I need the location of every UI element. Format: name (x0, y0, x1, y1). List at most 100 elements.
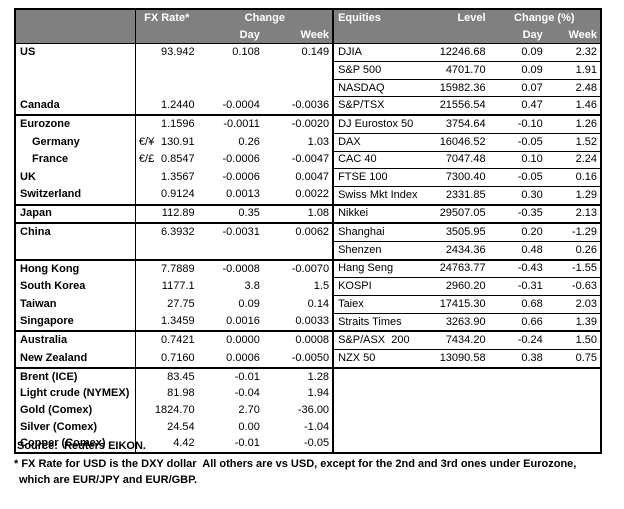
equity-level-cell: 7300.40 (436, 168, 489, 187)
equity-name-cell: NASDAQ (332, 79, 437, 98)
table-row: S&P 500 4701.70 0.09 1.91 (15, 61, 601, 80)
fx-day-change-cell: 0.0016 (226, 315, 260, 328)
country-cell: Eurozone (15, 114, 136, 134)
equity-day-change-cell: -0.35 (488, 203, 546, 224)
header-fx-change-label: Change (197, 9, 334, 27)
fx-day-change-cell: -0.01 (197, 366, 263, 386)
fx-week-change-cell: 0.0008 (262, 330, 334, 350)
fx-day-change-cell: 0.35 (197, 203, 263, 224)
country-cell: Canada (15, 96, 136, 116)
currency-pair-label: €/£ (138, 153, 155, 166)
equity-day-change-cell (489, 419, 546, 436)
equity-name-cell: S&P/ASX 200 (332, 330, 437, 351)
equity-week-change-cell: 2.13 (545, 203, 601, 224)
fx-rate-cell: 1.3459 (160, 315, 195, 328)
footnote-line-2: which are EUR/JPY and EUR/GBP. (19, 474, 198, 486)
equity-week-change-cell: -0.63 (545, 277, 601, 296)
equity-level-cell: 16046.52 (436, 133, 489, 152)
fx-rate-cell (135, 79, 197, 97)
table-body: US 93.942 0.108 0.149 DJIA 12246.68 0.09 2.32 S&… (15, 43, 601, 454)
fx-week-change-cell: 0.14 (307, 297, 330, 310)
market-data-table: FX Rate* Change Equities Level Change (%… (14, 8, 602, 455)
equity-day-change-cell: 0.48 (488, 241, 546, 261)
equity-name-cell (332, 402, 437, 419)
equity-week-change-cell: -1.55 (545, 258, 601, 279)
country-cell: Hong Kong (15, 258, 136, 278)
source-note: Source: Reuters EIKON. (17, 440, 146, 452)
equity-week-change-cell: 1.46 (545, 96, 601, 116)
equity-level-cell: 3263.90 (436, 313, 489, 332)
country-cell: Gold (Comex) (15, 402, 136, 419)
fx-rate-cell: 1.3567 (160, 171, 195, 184)
country-cell: Germany (15, 133, 136, 151)
equity-day-change-cell: 0.20 (488, 222, 546, 242)
header-fx-day-label: Day (197, 26, 263, 45)
fx-rate-cell: 27.75 (167, 297, 195, 310)
country-cell: Singapore (15, 313, 136, 332)
country-cell (15, 241, 136, 260)
equity-week-change-cell: 1.29 (545, 186, 601, 206)
fx-week-change-cell: -36.00 (297, 403, 330, 416)
equity-week-change-cell (546, 419, 601, 436)
equity-name-cell (332, 366, 437, 386)
header-equities-day-label: Day (488, 26, 546, 45)
table-row: New Zealand 0.7160 0.0006 -0.0050 NZX 50 1309… (15, 349, 601, 369)
fx-day-change-cell: 0.108 (232, 46, 260, 59)
equity-level-cell: 24763.77 (436, 258, 489, 279)
equity-day-change-cell: 0.09 (488, 43, 546, 63)
fx-rate-cell (135, 241, 197, 259)
fx-week-change-cell (263, 79, 333, 97)
equity-week-change-cell: 1.50 (545, 330, 601, 351)
header-empty-cell (15, 26, 136, 45)
country-cell: France (15, 151, 136, 169)
fx-day-change-cell (198, 79, 263, 97)
equity-name-cell (332, 435, 437, 454)
equity-day-change-cell (489, 402, 546, 419)
table-row: Germany €/¥ 130.91 0.26 1.03 DAX 16046.52 -0.05… (15, 133, 601, 152)
fx-day-change-cell: 0.00 (238, 420, 260, 433)
fx-week-change-cell: 1.5 (313, 280, 330, 293)
equity-week-change-cell: 2.24 (545, 151, 601, 170)
equity-week-change-cell: 2.48 (545, 79, 601, 98)
equity-name-cell: CAC 40 (332, 151, 437, 170)
equity-name-cell: S&P 500 (332, 61, 437, 80)
fx-week-change-cell: 0.0033 (295, 315, 330, 328)
equity-week-change-cell: 0.26 (545, 241, 601, 261)
equity-name-cell: DAX (332, 133, 437, 152)
equity-level-cell: 3754.64 (436, 114, 489, 134)
equity-day-change-cell: 0.38 (488, 349, 546, 369)
country-cell: China (15, 222, 136, 242)
equity-level-cell: 29507.05 (436, 203, 489, 224)
equity-level-cell: 2331.85 (436, 186, 489, 206)
equity-name-cell: Shenzen (332, 241, 437, 261)
equity-week-change-cell (546, 436, 601, 454)
country-cell: Australia (15, 330, 136, 350)
header-equities-week-label: Week (545, 26, 601, 45)
table-header: FX Rate* Change Equities Level Change (%… (15, 9, 601, 45)
fx-rate-cell: 7.7889 (135, 258, 198, 278)
equity-week-change-cell: 1.39 (545, 313, 601, 332)
table-row: China 6.3932 -0.0031 0.0062 Shanghai 3505.95 0… (15, 222, 601, 242)
equity-day-change-cell: 0.10 (488, 151, 546, 170)
equity-week-change-cell (546, 385, 601, 402)
fx-week-change-cell: -1.04 (303, 420, 330, 433)
fx-day-change-cell: 0.09 (238, 297, 260, 310)
equity-name-cell (332, 385, 437, 403)
equity-name-cell: Straits Times (332, 313, 437, 332)
equity-day-change-cell (489, 436, 546, 454)
equity-level-cell: 2434.36 (436, 241, 489, 261)
equity-day-change-cell: 0.30 (488, 186, 546, 206)
fx-rate-cell: 1177.1 (161, 280, 195, 293)
fx-day-change-cell (198, 241, 263, 259)
fx-day-change-cell: -0.0031 (197, 222, 263, 242)
fx-day-change-cell: -0.01 (234, 437, 260, 450)
fx-week-change-cell: -0.05 (303, 437, 330, 450)
equity-level-cell (436, 385, 488, 402)
header-fx-rate-label: FX Rate* (135, 9, 198, 27)
table-row: Shenzen 2434.36 0.48 0.26 (15, 241, 601, 261)
fx-day-change-cell (198, 62, 263, 80)
equity-level-cell: 15982.36 (436, 79, 489, 98)
fx-week-change-cell: -0.0036 (291, 99, 330, 112)
equity-day-change-cell: -0.24 (488, 330, 546, 351)
equity-name-cell: Nikkei (332, 203, 437, 224)
